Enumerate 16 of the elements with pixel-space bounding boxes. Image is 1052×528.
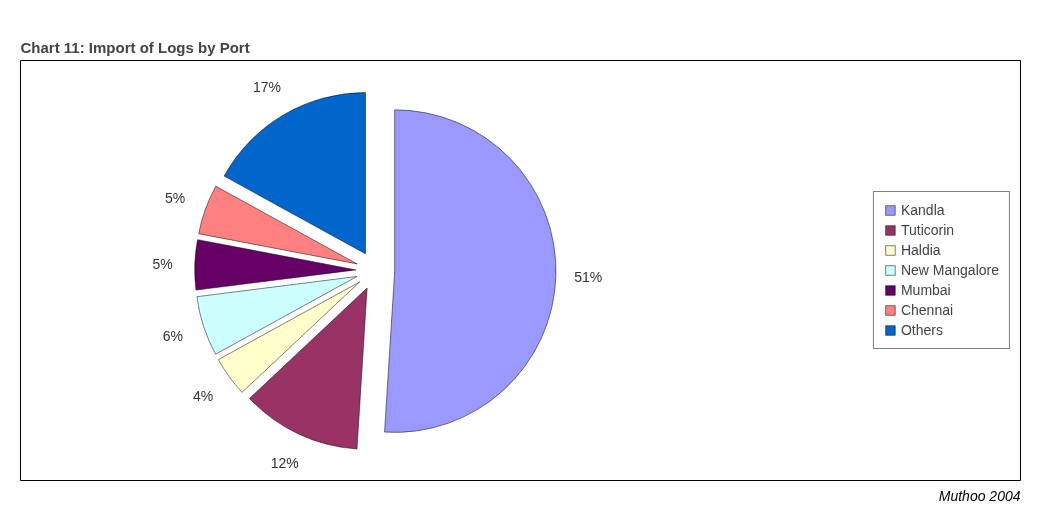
data-label: 4% xyxy=(192,387,214,404)
legend-label: Mumbai xyxy=(900,282,951,298)
data-label: 17% xyxy=(252,78,281,95)
text: Muthoo 2004 xyxy=(938,487,1021,504)
data-label: 6% xyxy=(162,328,183,345)
data-label: 5% xyxy=(164,190,186,207)
chart-title: Chart 11: Import of Logs by Port xyxy=(20,38,250,56)
data-label: 12% xyxy=(270,455,299,472)
data-label: 5% xyxy=(152,255,173,272)
legend-label: Kandla xyxy=(900,202,945,218)
legend-label: Haldia xyxy=(900,242,941,258)
legend-label: New Mangalore xyxy=(900,262,999,278)
legend-label: Tuticorin xyxy=(900,222,955,238)
legend-label: Others xyxy=(900,322,943,338)
legend-label: Chennai xyxy=(900,302,954,318)
data-label: 51% xyxy=(574,269,603,286)
